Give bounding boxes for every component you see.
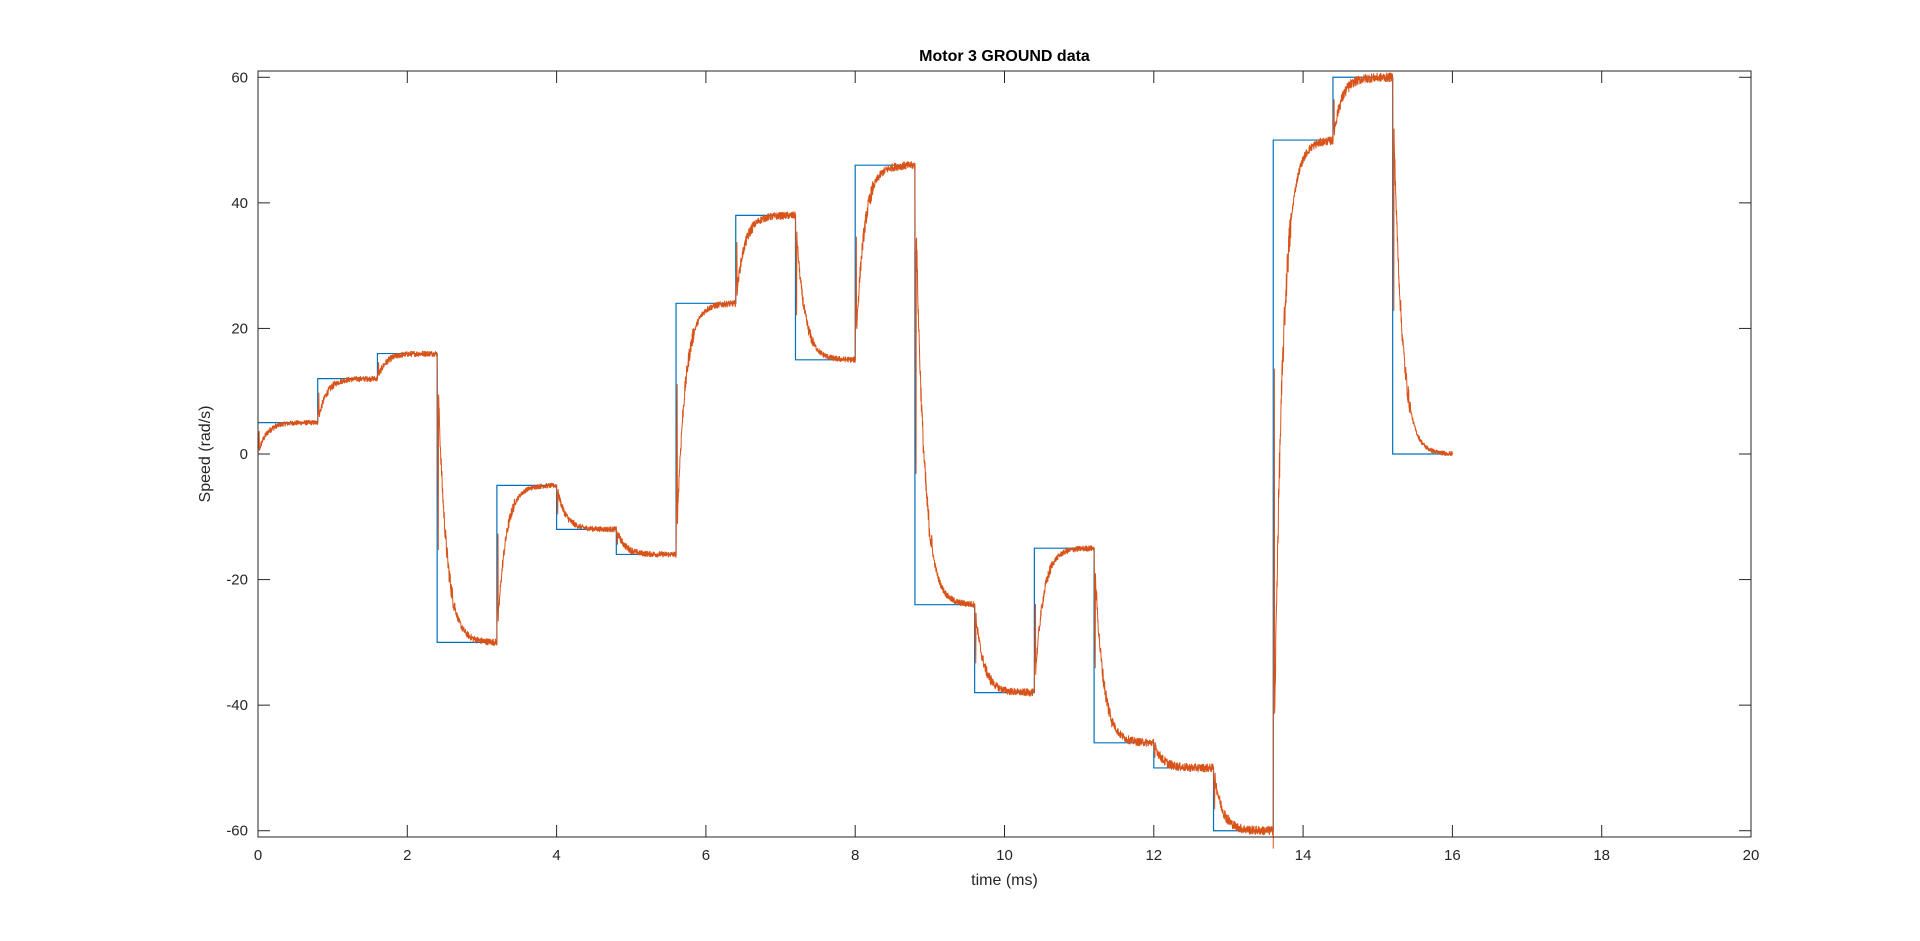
x-tick-label: 12 [1145,847,1162,864]
x-ticks: 0 2 4 6 8 10 12 14 16 18 20 [254,71,1760,864]
y-axis-label: Speed (rad/s) [197,406,214,503]
y-tick-label: -40 [226,697,248,714]
y-tick-label: 20 [231,320,248,337]
y-tick-label: -20 [226,572,248,589]
x-tick-label: 0 [254,847,262,864]
x-tick-label: 16 [1444,847,1461,864]
plot-area [258,71,1751,837]
chart-title: Motor 3 GROUND data [919,48,1090,65]
x-tick-label: 14 [1295,847,1312,864]
x-tick-label: 2 [403,847,411,864]
x-tick-label: 8 [851,847,859,864]
x-axis-label: time (ms) [971,872,1038,889]
y-ticks: -60 -40 -20 0 20 40 60 [226,69,1751,840]
y-tick-label: -60 [226,823,248,840]
x-tick-label: 18 [1593,847,1610,864]
x-tick-label: 10 [996,847,1013,864]
x-tick-label: 6 [702,847,710,864]
x-tick-label: 20 [1743,847,1760,864]
x-tick-label: 4 [552,847,560,864]
y-tick-label: 0 [240,446,248,463]
y-tick-label: 40 [231,195,248,212]
y-tick-label: 60 [231,69,248,86]
response-series [257,72,1453,849]
response-line [257,72,1453,849]
